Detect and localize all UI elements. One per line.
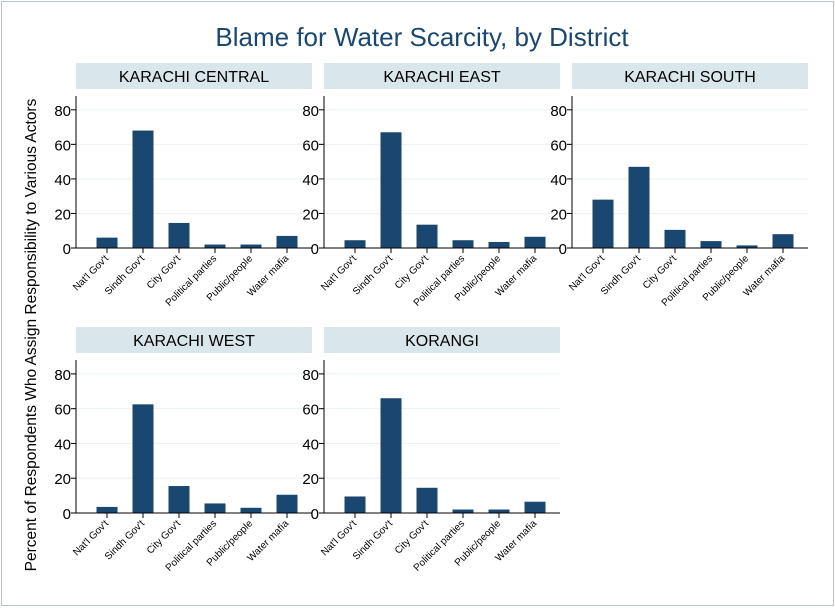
y-tick-label: 0 [311,506,319,523]
y-tick-label: 20 [550,206,567,223]
y-tick-label: 60 [302,402,319,419]
bar [204,503,226,513]
y-tick-label: 0 [63,506,71,523]
bar [592,199,614,248]
bar [452,509,474,513]
bar [96,506,118,513]
panel-title: KARACHI WEST [133,333,255,350]
y-tick-label: 40 [302,436,319,453]
bar [700,241,722,248]
chart-title: Blame for Water Scarcity, by District [215,22,629,52]
panel-strip [572,63,808,89]
y-tick-label: 60 [54,137,71,154]
y-tick-label: 60 [550,137,567,154]
y-tick-label: 80 [550,103,567,120]
y-tick-label: 60 [302,137,319,154]
bar [276,235,298,248]
bar [488,241,510,248]
bar [96,237,118,248]
y-tick-label: 20 [302,471,319,488]
bar [772,234,794,248]
y-tick-label: 0 [63,241,71,258]
panel-title: KARACHI SOUTH [624,69,756,86]
bar [416,224,438,248]
bar [240,244,262,248]
bar [344,240,366,248]
y-tick-label: 40 [550,172,567,189]
panel-title: KARACHI EAST [383,69,501,86]
y-tick-label: 60 [54,402,71,419]
bar [628,166,650,248]
panel-strip [76,63,312,89]
panel-title: KARACHI CENTRAL [119,69,269,86]
y-tick-label: 0 [311,241,319,258]
bar [452,240,474,248]
bar [380,132,402,248]
y-tick-label: 40 [54,436,71,453]
bar [132,130,154,248]
y-axis-label: Percent of Respondents Who Assign Respon… [23,98,40,571]
bar [168,486,190,513]
y-tick-label: 20 [54,206,71,223]
y-tick-label: 80 [302,367,319,384]
panel-strip [324,327,560,353]
y-tick-label: 0 [559,241,567,258]
bar [132,404,154,513]
bar [240,507,262,513]
bar [416,487,438,513]
bar [380,398,402,513]
bar [488,509,510,513]
y-tick-label: 20 [54,471,71,488]
y-tick-label: 40 [54,172,71,189]
bar [524,236,546,248]
panel-title: KORANGI [405,333,479,350]
y-tick-label: 40 [302,172,319,189]
bar [204,244,226,248]
y-tick-label: 20 [302,206,319,223]
y-tick-label: 80 [302,103,319,120]
bar [524,501,546,513]
y-tick-label: 80 [54,103,71,120]
panel-strip [76,327,312,353]
bar [276,494,298,513]
bar [736,245,758,248]
bar [168,222,190,248]
y-tick-label: 80 [54,367,71,384]
panel-strip [324,63,560,89]
bar [664,229,686,248]
bar [344,496,366,513]
